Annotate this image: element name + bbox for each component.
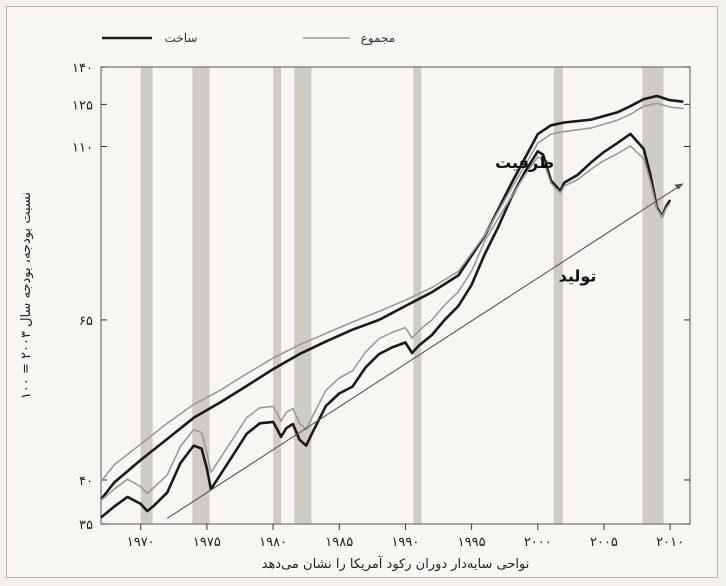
recession-band-1 (140, 67, 153, 524)
x-axis-label: نواحی سایه‌دار دوران رکود آمریکا را نشان… (262, 555, 530, 572)
x-tick-label: ۱۹۷۰ (127, 535, 155, 550)
series-lines (99, 94, 684, 519)
x-tick-label: ۱۹۸۵ (325, 535, 353, 550)
y-tick-label: ۱۴۰ (72, 61, 93, 76)
recession-shading (140, 67, 664, 524)
x-tick-label: ۲۰۰۰ (524, 535, 552, 550)
x-tick-label: ۲۰۱۰ (656, 535, 684, 550)
recession-band-4 (294, 67, 312, 524)
chart-frame (6, 6, 718, 578)
y-axis-label: نسبت بودجه، بودجه سال ۲۰۰۳ = ۱۰۰ (19, 192, 34, 399)
y-tick-label: ۶۵ (79, 314, 93, 329)
series-line-capacity-manufacturing (99, 94, 684, 501)
series-line-production-manufacturing (100, 132, 672, 519)
recession-band-5 (413, 67, 422, 524)
recession-band-6 (553, 67, 563, 524)
x-tick-label: ۲۰۰۵ (590, 535, 618, 550)
y-tick-label: ۱۱۰ (72, 141, 93, 156)
annotation-production: تولید (559, 267, 597, 286)
x-tick-label: ۱۹۹۰ (391, 535, 419, 550)
trend-arrowhead (674, 183, 684, 190)
y-tick-label: ۱۲۵ (72, 98, 93, 113)
recession-band-7 (642, 67, 664, 524)
legend-label-manufacturing: ساخت (165, 31, 198, 45)
x-tick-label: ۱۹۹۵ (458, 535, 486, 550)
plot-area-border (100, 66, 691, 525)
annotations: ظرفیت تولید (495, 153, 596, 285)
x-tick-label: ۱۹۷۵ (193, 535, 221, 550)
legend: ساخت مجموع (102, 31, 395, 46)
x-tick-label: ۱۹۸۰ (259, 535, 287, 550)
legend-label-total: مجموع (361, 31, 395, 46)
annotation-capacity: ظرفیت (495, 153, 554, 172)
y-axis: ۳۵ ۴۰ ۶۵ ۱۱۰ ۱۲۵ ۱۴۰ (72, 61, 690, 533)
series-line-trend-trend (166, 183, 684, 519)
x-axis: ۱۹۷۰ ۱۹۷۵ ۱۹۸۰ ۱۹۸۵ ۱۹۹۰ ۱۹۹۵ ۲۰۰۰ ۲۰۰۵ ۲۰۱۰ (127, 524, 684, 550)
y-tick-label: ۳۵ (79, 518, 93, 533)
series-line-production-total (100, 145, 671, 502)
series-line-capacity-total (100, 102, 684, 483)
y-tick-label: ۴۰ (79, 474, 93, 489)
recession-band-3 (273, 67, 282, 524)
